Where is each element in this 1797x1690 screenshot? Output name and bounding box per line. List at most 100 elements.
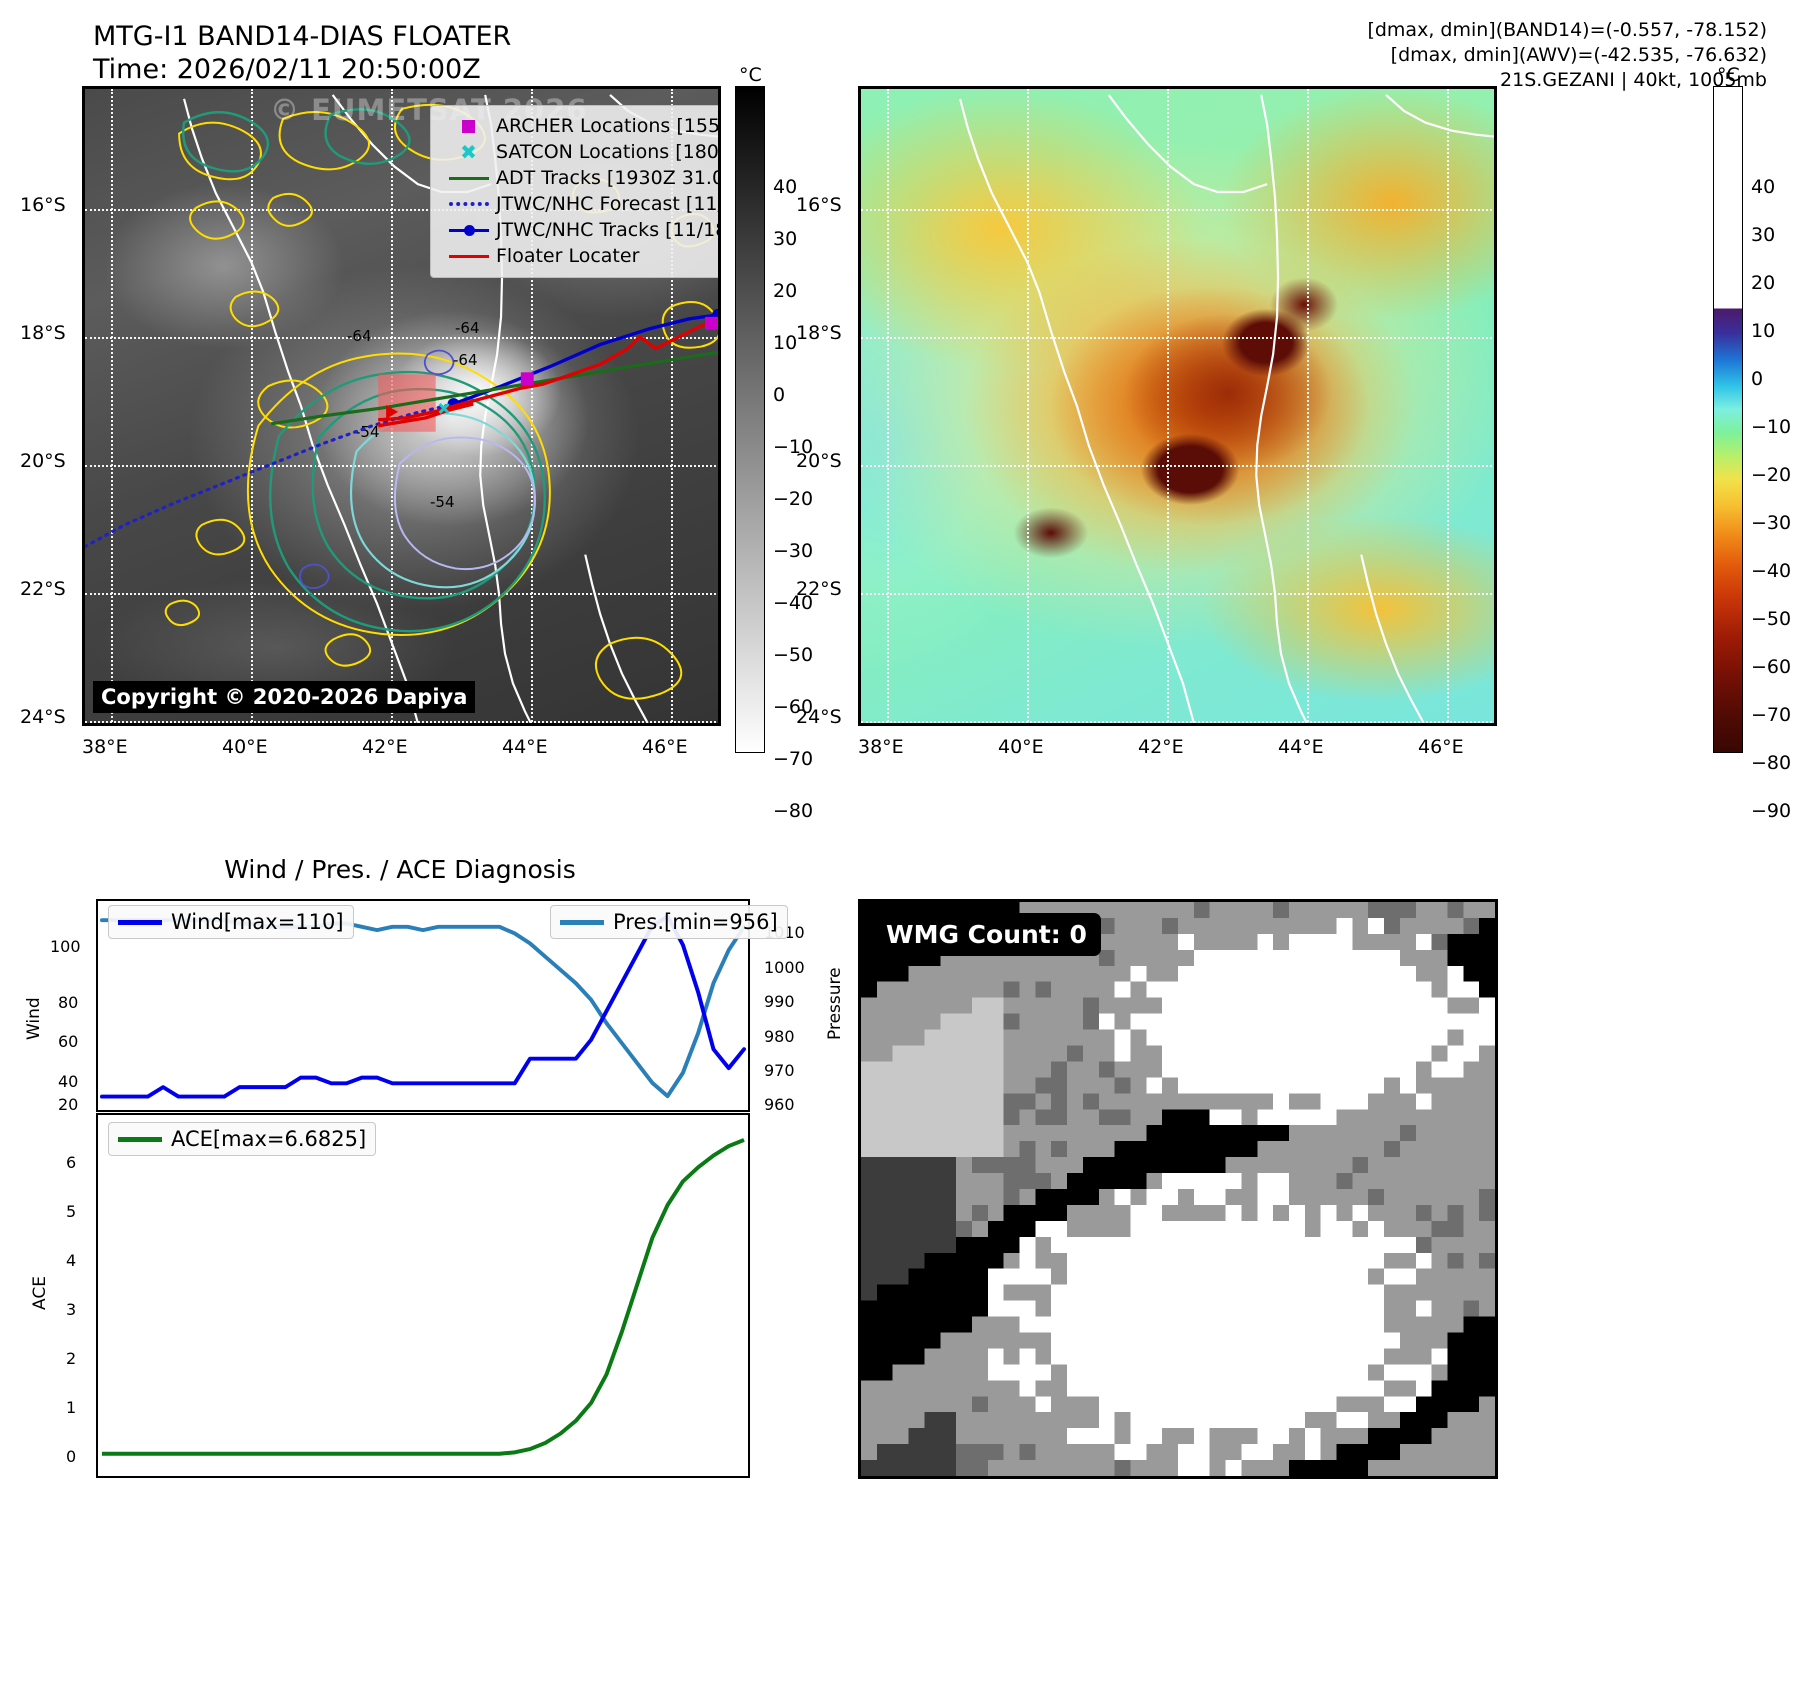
awv-cb-tick: −70	[1751, 704, 1792, 726]
legend-label: SATCON Locations [1800Z 45 1004]	[496, 141, 719, 163]
awv-cb-tick: 30	[1751, 224, 1776, 246]
awv-satellite-imagery	[861, 89, 1494, 723]
awv-cb-tick: −60	[1751, 656, 1792, 678]
ir-cb-tick: −70	[773, 748, 814, 770]
awv-gridline-46E	[1447, 89, 1449, 723]
awv-colorbar-unit: °C	[1717, 64, 1740, 86]
legend-label: JTWC/NHC Forecast [11/1200Z]	[496, 193, 718, 215]
ace-chart[interactable]	[96, 1113, 750, 1478]
page-title: MTG-I1 BAND14-DIAS FLOATER Time: 2026/02…	[93, 21, 512, 85]
wind-legend[interactable]: Wind[max=110]	[108, 905, 354, 939]
header-info: [dmax, dmin](BAND14)=(-0.557, -78.152) […	[1367, 19, 1767, 91]
square-marker-icon	[441, 119, 496, 133]
coastline-overlay	[959, 94, 1494, 723]
legend-label: ARCHER Locations [1550Z]	[496, 115, 721, 137]
ir-cb-tick: −30	[773, 540, 814, 562]
ace-tick: 5	[66, 1202, 77, 1221]
legend-label: Floater Locater	[496, 245, 640, 267]
ir-cb-tick: 0	[773, 384, 786, 406]
line-with-dot-icon	[441, 224, 496, 236]
pres-tick: 1000	[764, 958, 805, 977]
ace-axis-label: ACE	[30, 1276, 50, 1310]
awv-cb-tick: 20	[1751, 272, 1776, 294]
ir-cb-tick: −60	[773, 696, 814, 718]
pressure-legend-label: Pres.[min=956]	[613, 910, 778, 934]
pressure-legend[interactable]: Pres.[min=956]	[550, 905, 788, 939]
wind-tick: 100	[50, 937, 81, 956]
ir-gridline-38E	[111, 89, 113, 723]
pressure-axis-label: Pressure	[825, 967, 845, 1040]
ace-line-icon	[118, 1136, 162, 1142]
ir-colorbar-unit: °C	[739, 64, 762, 86]
legend-item-jtwc-tracks[interactable]: JTWC/NHC Tracks [11/1800Z]	[441, 217, 718, 243]
ir-cb-tick: −40	[773, 592, 814, 614]
ir-colorbar-gradient[interactable]	[735, 86, 765, 753]
legend-item-floater-locater[interactable]: Floater Locater	[441, 243, 718, 269]
ir-cb-tick: −80	[773, 800, 814, 822]
ir-lat-label: 24°S	[20, 706, 66, 728]
ace-tick: 1	[66, 1398, 77, 1417]
wmg-image-area[interactable]	[858, 899, 1498, 1479]
legend-label: JTWC/NHC Tracks [11/1800Z]	[496, 219, 718, 241]
wind-tick: 60	[58, 1032, 79, 1051]
ace-legend[interactable]: ACE[max=6.6825]	[108, 1122, 377, 1156]
wind-legend-label: Wind[max=110]	[171, 910, 344, 934]
awv-gridline-40E	[1027, 89, 1029, 723]
ir-gridline-20S	[85, 465, 718, 467]
ir-lat-label: 20°S	[20, 450, 66, 472]
pres-tick: 960	[764, 1095, 795, 1114]
ir-lat-label: 18°S	[20, 322, 66, 344]
legend-label: ADT Tracks [1930Z 31.0 1010.2]	[496, 167, 721, 189]
wmg-panel[interactable]: WMG Count: 0	[858, 899, 1498, 1479]
ace-legend-label: ACE[max=6.6825]	[171, 1127, 367, 1151]
ir-lat-label: 22°S	[20, 578, 66, 600]
awv-cb-tick: −50	[1751, 608, 1792, 630]
awv-lat-label: 22°S	[796, 578, 842, 600]
ir-gridline-24S	[85, 721, 718, 723]
legend-item-satcon[interactable]: ✖ SATCON Locations [1800Z 45 1004]	[441, 139, 719, 165]
copyright-notice: Copyright © 2020-2026 Dapiya	[93, 681, 476, 713]
ace-tick: 4	[66, 1251, 77, 1270]
awv-cb-tick: −40	[1751, 560, 1792, 582]
ir-gridline-18S	[85, 337, 718, 339]
awv-map-area[interactable]	[858, 86, 1497, 726]
solid-line-icon	[441, 176, 496, 180]
awv-gridline-24S	[861, 721, 1494, 723]
awv-gridline-44E	[1307, 89, 1309, 723]
dotted-line-icon	[441, 202, 496, 206]
ir-gridline-22S	[85, 593, 718, 595]
legend-item-jtwc-forecast[interactable]: JTWC/NHC Forecast [11/1200Z]	[441, 191, 718, 217]
awv-panel: 16°S 18°S 20°S 22°S 24°S 38°E 40°E 42°E …	[796, 86, 1497, 758]
awv-lat-label: 20°S	[796, 450, 842, 472]
ir-lon-label: 42°E	[362, 736, 408, 758]
ir-cb-tick: 40	[773, 176, 798, 198]
ir-cb-tick: 10	[773, 332, 798, 354]
diagnosis-title: Wind / Pres. / ACE Diagnosis	[224, 855, 576, 884]
ir-lon-label: 46°E	[642, 736, 688, 758]
wmg-pixel-grid	[861, 902, 1495, 1476]
ir-lon-label: 40°E	[222, 736, 268, 758]
ir-cb-tick: 30	[773, 228, 798, 250]
wmg-count-badge: WMG Count: 0	[872, 913, 1101, 956]
legend-item-adt-tracks[interactable]: ADT Tracks [1930Z 31.0 1010.2]	[441, 165, 721, 191]
pres-tick: 970	[764, 1061, 795, 1080]
awv-lat-label: 18°S	[796, 322, 842, 344]
awv-gridline-16S	[861, 209, 1494, 211]
x-marker-icon: ✖	[460, 140, 477, 164]
awv-lat-label: 24°S	[796, 706, 842, 728]
awv-lon-label: 44°E	[1278, 736, 1324, 758]
legend-item-archer[interactable]: ARCHER Locations [1550Z]	[441, 113, 721, 139]
wind-axis-label: Wind	[24, 997, 44, 1040]
ir-gridline-46E	[671, 89, 673, 723]
awv-colorbar-gradient[interactable]	[1713, 86, 1743, 753]
ir-cb-tick: −10	[773, 436, 814, 458]
awv-gridline-20S	[861, 465, 1494, 467]
ir-legend: ARCHER Locations [1550Z] ✖ SATCON Locati…	[430, 105, 721, 278]
contour-label: -54	[430, 493, 455, 511]
ir-map-area[interactable]: -64 -64 -64 -54 -54 © EUMETSAT 2026	[82, 86, 721, 726]
awv-lon-label: 38°E	[858, 736, 904, 758]
contour-label: -54	[355, 423, 380, 441]
ir-gridline-16S	[85, 209, 718, 211]
awv-lon-label: 40°E	[998, 736, 1044, 758]
ir-cb-tick: −50	[773, 644, 814, 666]
